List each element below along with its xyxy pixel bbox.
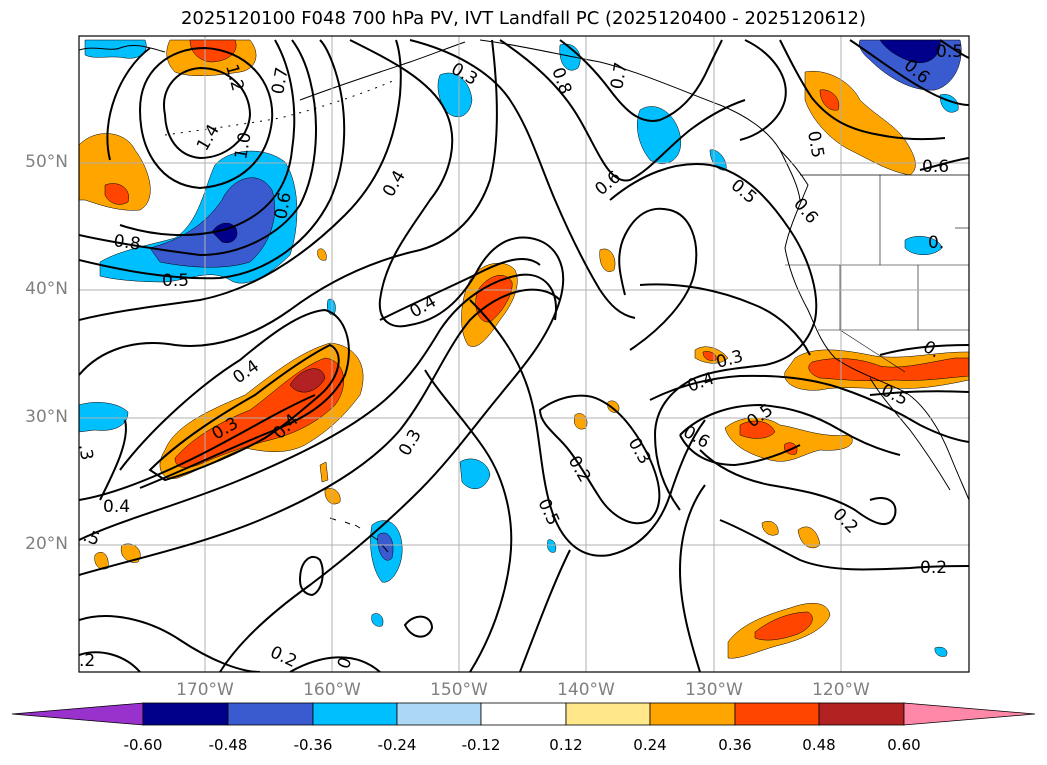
colorbar-extend-max — [904, 703, 1035, 725]
colorbar-segment — [481, 703, 566, 725]
lat-label-40n: 40°N — [6, 279, 68, 299]
contour-label-0-5-top-right: 0.5 — [936, 42, 963, 62]
lat-label-50n: 50°N — [6, 152, 68, 172]
lon-label-160w: 160°W — [287, 680, 377, 700]
colorbar-tick-label: -0.12 — [446, 736, 516, 754]
colorbar-segment — [397, 703, 481, 725]
colorbar-tick-label: 0.36 — [700, 736, 770, 754]
colorbar-segment — [566, 703, 650, 725]
contour-label-0-2-east-edge: 0.2 — [920, 558, 947, 578]
contour-label-0-4-west-edge: 0.4 — [103, 497, 130, 517]
colorbar-tick-label: 0.24 — [615, 736, 685, 754]
contour-label-0-2-southwest-corner: .2 — [79, 651, 95, 671]
colorbar-tick-label: -0.48 — [193, 736, 263, 754]
colorbar-tick-label: -0.60 — [108, 736, 178, 754]
lon-label-130w: 130°W — [669, 680, 759, 700]
colorbar-segment — [650, 703, 735, 725]
colorbar-segment — [228, 703, 313, 725]
lat-label-20n: 20°N — [6, 534, 68, 554]
map-figure: 0.3 0.8 0.7 0.7 1.2 1.4 1.0 0.6 0.8 0.5 … — [0, 0, 1047, 765]
colorbar-extend-min — [12, 703, 143, 725]
contour-label-0-6-northeast: 0.6 — [922, 157, 949, 177]
contour-label-0-3-west-edge: .3 — [74, 442, 97, 461]
colorbar-tick-label: 0.60 — [869, 736, 939, 754]
contour-label-0-partial-great-basin: 0. — [928, 233, 944, 253]
lon-label-140w: 140°W — [541, 680, 631, 700]
lat-label-30n: 30°N — [6, 407, 68, 427]
colorbar — [12, 703, 1035, 725]
lon-label-120w: 120°W — [796, 680, 886, 700]
colorbar-tick-label: 0.12 — [531, 736, 601, 754]
lon-label-150w: 150°W — [414, 680, 504, 700]
lon-label-170w: 170°W — [160, 680, 250, 700]
colorbar-segment — [313, 703, 397, 725]
colorbar-tick-label: 0.48 — [784, 736, 854, 754]
map-panel: 0.3 0.8 0.7 0.7 1.2 1.4 1.0 0.6 0.8 0.5 … — [74, 36, 969, 672]
contour-label-0-5-west: 0.5 — [162, 271, 189, 291]
colorbar-segment — [819, 703, 904, 725]
contour-label-0-8-west: 0.8 — [112, 231, 142, 255]
colorbar-tick-label: -0.24 — [362, 736, 432, 754]
colorbar-segment — [735, 703, 819, 725]
colorbar-segment — [143, 703, 228, 725]
colorbar-tick-label: -0.36 — [278, 736, 348, 754]
